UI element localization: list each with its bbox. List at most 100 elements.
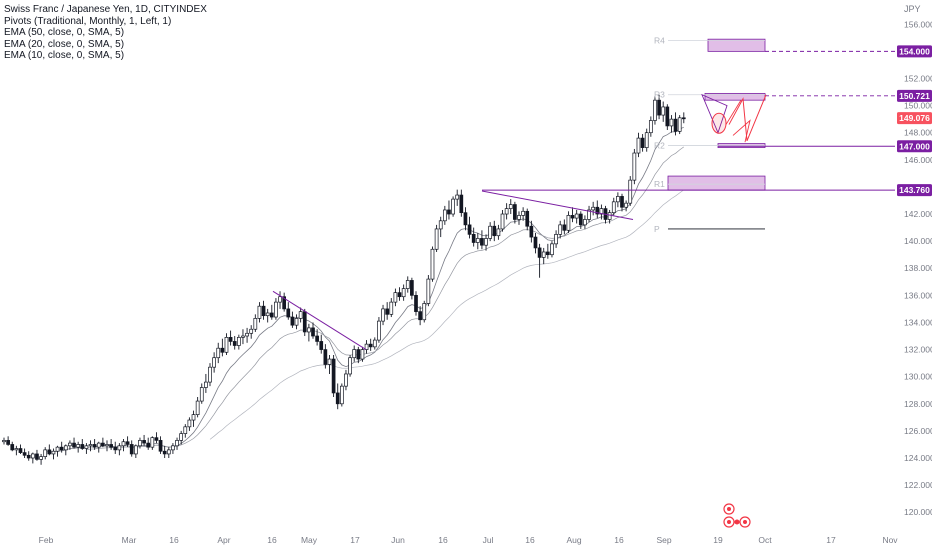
candle-body[interactable] bbox=[142, 440, 146, 444]
candle-body[interactable] bbox=[677, 117, 682, 132]
candle-body[interactable] bbox=[76, 444, 81, 448]
candle-body[interactable] bbox=[451, 198, 455, 215]
candle-body[interactable] bbox=[566, 215, 571, 231]
candle-body[interactable] bbox=[595, 206, 600, 215]
candle-body[interactable] bbox=[315, 335, 319, 342]
candle-body[interactable] bbox=[105, 444, 109, 447]
candle-body[interactable] bbox=[405, 280, 410, 289]
candle-body[interactable] bbox=[368, 343, 373, 348]
candle-body[interactable] bbox=[356, 349, 361, 360]
candle-body[interactable] bbox=[84, 445, 89, 449]
candle-body[interactable] bbox=[269, 312, 274, 318]
candle-body[interactable] bbox=[488, 225, 493, 239]
candle-body[interactable] bbox=[335, 392, 340, 405]
candle-body[interactable] bbox=[422, 303, 427, 321]
candle-body[interactable] bbox=[43, 449, 48, 457]
candle-body[interactable] bbox=[537, 247, 542, 258]
candle-body[interactable] bbox=[517, 215, 521, 220]
candle-body[interactable] bbox=[484, 238, 488, 246]
candle-body[interactable] bbox=[327, 358, 332, 365]
candle-body[interactable] bbox=[364, 343, 369, 350]
candle-body[interactable] bbox=[80, 444, 85, 449]
candle-body[interactable] bbox=[220, 347, 225, 353]
candle-body[interactable] bbox=[26, 454, 31, 459]
candle-body[interactable] bbox=[224, 337, 229, 353]
candle-body[interactable] bbox=[146, 442, 151, 448]
candle-body[interactable] bbox=[533, 236, 538, 249]
candle-body[interactable] bbox=[298, 311, 303, 319]
candle-body[interactable] bbox=[562, 224, 567, 231]
candle-body[interactable] bbox=[319, 341, 324, 350]
candle-body[interactable] bbox=[175, 440, 179, 447]
candle-body[interactable] bbox=[463, 212, 468, 226]
candle-body[interactable] bbox=[628, 179, 633, 204]
candle-body[interactable] bbox=[554, 234, 558, 245]
candle-body[interactable] bbox=[183, 426, 188, 434]
candle-body[interactable] bbox=[500, 213, 505, 230]
candle-body[interactable] bbox=[257, 305, 262, 319]
candle-body[interactable] bbox=[261, 305, 266, 317]
candle-body[interactable] bbox=[529, 225, 534, 238]
candle-body[interactable] bbox=[232, 341, 237, 346]
candle-body[interactable] bbox=[59, 446, 64, 451]
candle-body[interactable] bbox=[339, 385, 344, 405]
candle-body[interactable] bbox=[389, 301, 394, 315]
candle-body[interactable] bbox=[636, 137, 641, 154]
candle-body[interactable] bbox=[199, 387, 204, 402]
candle-body[interactable] bbox=[611, 201, 616, 214]
candle-body[interactable] bbox=[525, 210, 530, 227]
candle-body[interactable] bbox=[459, 194, 464, 214]
candle-body[interactable] bbox=[467, 224, 472, 235]
candle-body[interactable] bbox=[35, 453, 39, 460]
candle-body[interactable] bbox=[274, 301, 278, 318]
candle-body[interactable] bbox=[212, 357, 216, 368]
candle-body[interactable] bbox=[665, 106, 670, 127]
candle-body[interactable] bbox=[496, 228, 501, 237]
candle-body[interactable] bbox=[410, 280, 414, 296]
candle-body[interactable] bbox=[191, 414, 196, 421]
candle-body[interactable] bbox=[179, 433, 184, 441]
candle-body[interactable] bbox=[558, 224, 563, 235]
candle-body[interactable] bbox=[286, 308, 291, 318]
candle-body[interactable] bbox=[591, 206, 596, 211]
candle-body[interactable] bbox=[587, 209, 591, 220]
candle-body[interactable] bbox=[92, 444, 97, 448]
candle-body[interactable] bbox=[397, 292, 402, 298]
candle-body[interactable] bbox=[68, 442, 72, 447]
candle-body[interactable] bbox=[438, 220, 443, 230]
candle-body[interactable] bbox=[125, 441, 130, 445]
candle-body[interactable] bbox=[442, 209, 447, 222]
candle-body[interactable] bbox=[129, 444, 134, 455]
candle-body[interactable] bbox=[88, 444, 93, 447]
candle-body[interactable] bbox=[208, 366, 212, 383]
candle-body[interactable] bbox=[10, 444, 15, 451]
candle-body[interactable] bbox=[101, 442, 105, 447]
candle-body[interactable] bbox=[541, 251, 546, 258]
candle-body[interactable] bbox=[117, 445, 122, 451]
candle-body[interactable] bbox=[360, 349, 365, 360]
candle-body[interactable] bbox=[381, 308, 385, 322]
candle-body[interactable] bbox=[195, 400, 200, 415]
candle-body[interactable] bbox=[434, 228, 439, 250]
candle-body[interactable] bbox=[632, 152, 637, 181]
candle-body[interactable] bbox=[414, 295, 418, 312]
candle-body[interactable] bbox=[583, 219, 587, 226]
candle-body[interactable] bbox=[550, 243, 554, 256]
candle-body[interactable] bbox=[508, 204, 513, 209]
candle-body[interactable] bbox=[253, 318, 258, 330]
candle-body[interactable] bbox=[644, 132, 649, 148]
candle-body[interactable] bbox=[545, 251, 550, 256]
candle-body[interactable] bbox=[418, 311, 422, 321]
candle-body[interactable] bbox=[47, 449, 52, 455]
candle-body[interactable] bbox=[352, 349, 357, 359]
candle-body[interactable] bbox=[249, 328, 254, 334]
candle-body[interactable] bbox=[278, 296, 282, 303]
candle-body[interactable] bbox=[385, 308, 390, 315]
candle-body[interactable] bbox=[653, 99, 657, 121]
candle-body[interactable] bbox=[492, 225, 497, 237]
candle-body[interactable] bbox=[113, 446, 118, 451]
candle-body[interactable] bbox=[681, 117, 686, 120]
candle-body[interactable] bbox=[307, 327, 311, 333]
candle-body[interactable] bbox=[372, 339, 377, 348]
candle-body[interactable] bbox=[504, 208, 509, 215]
